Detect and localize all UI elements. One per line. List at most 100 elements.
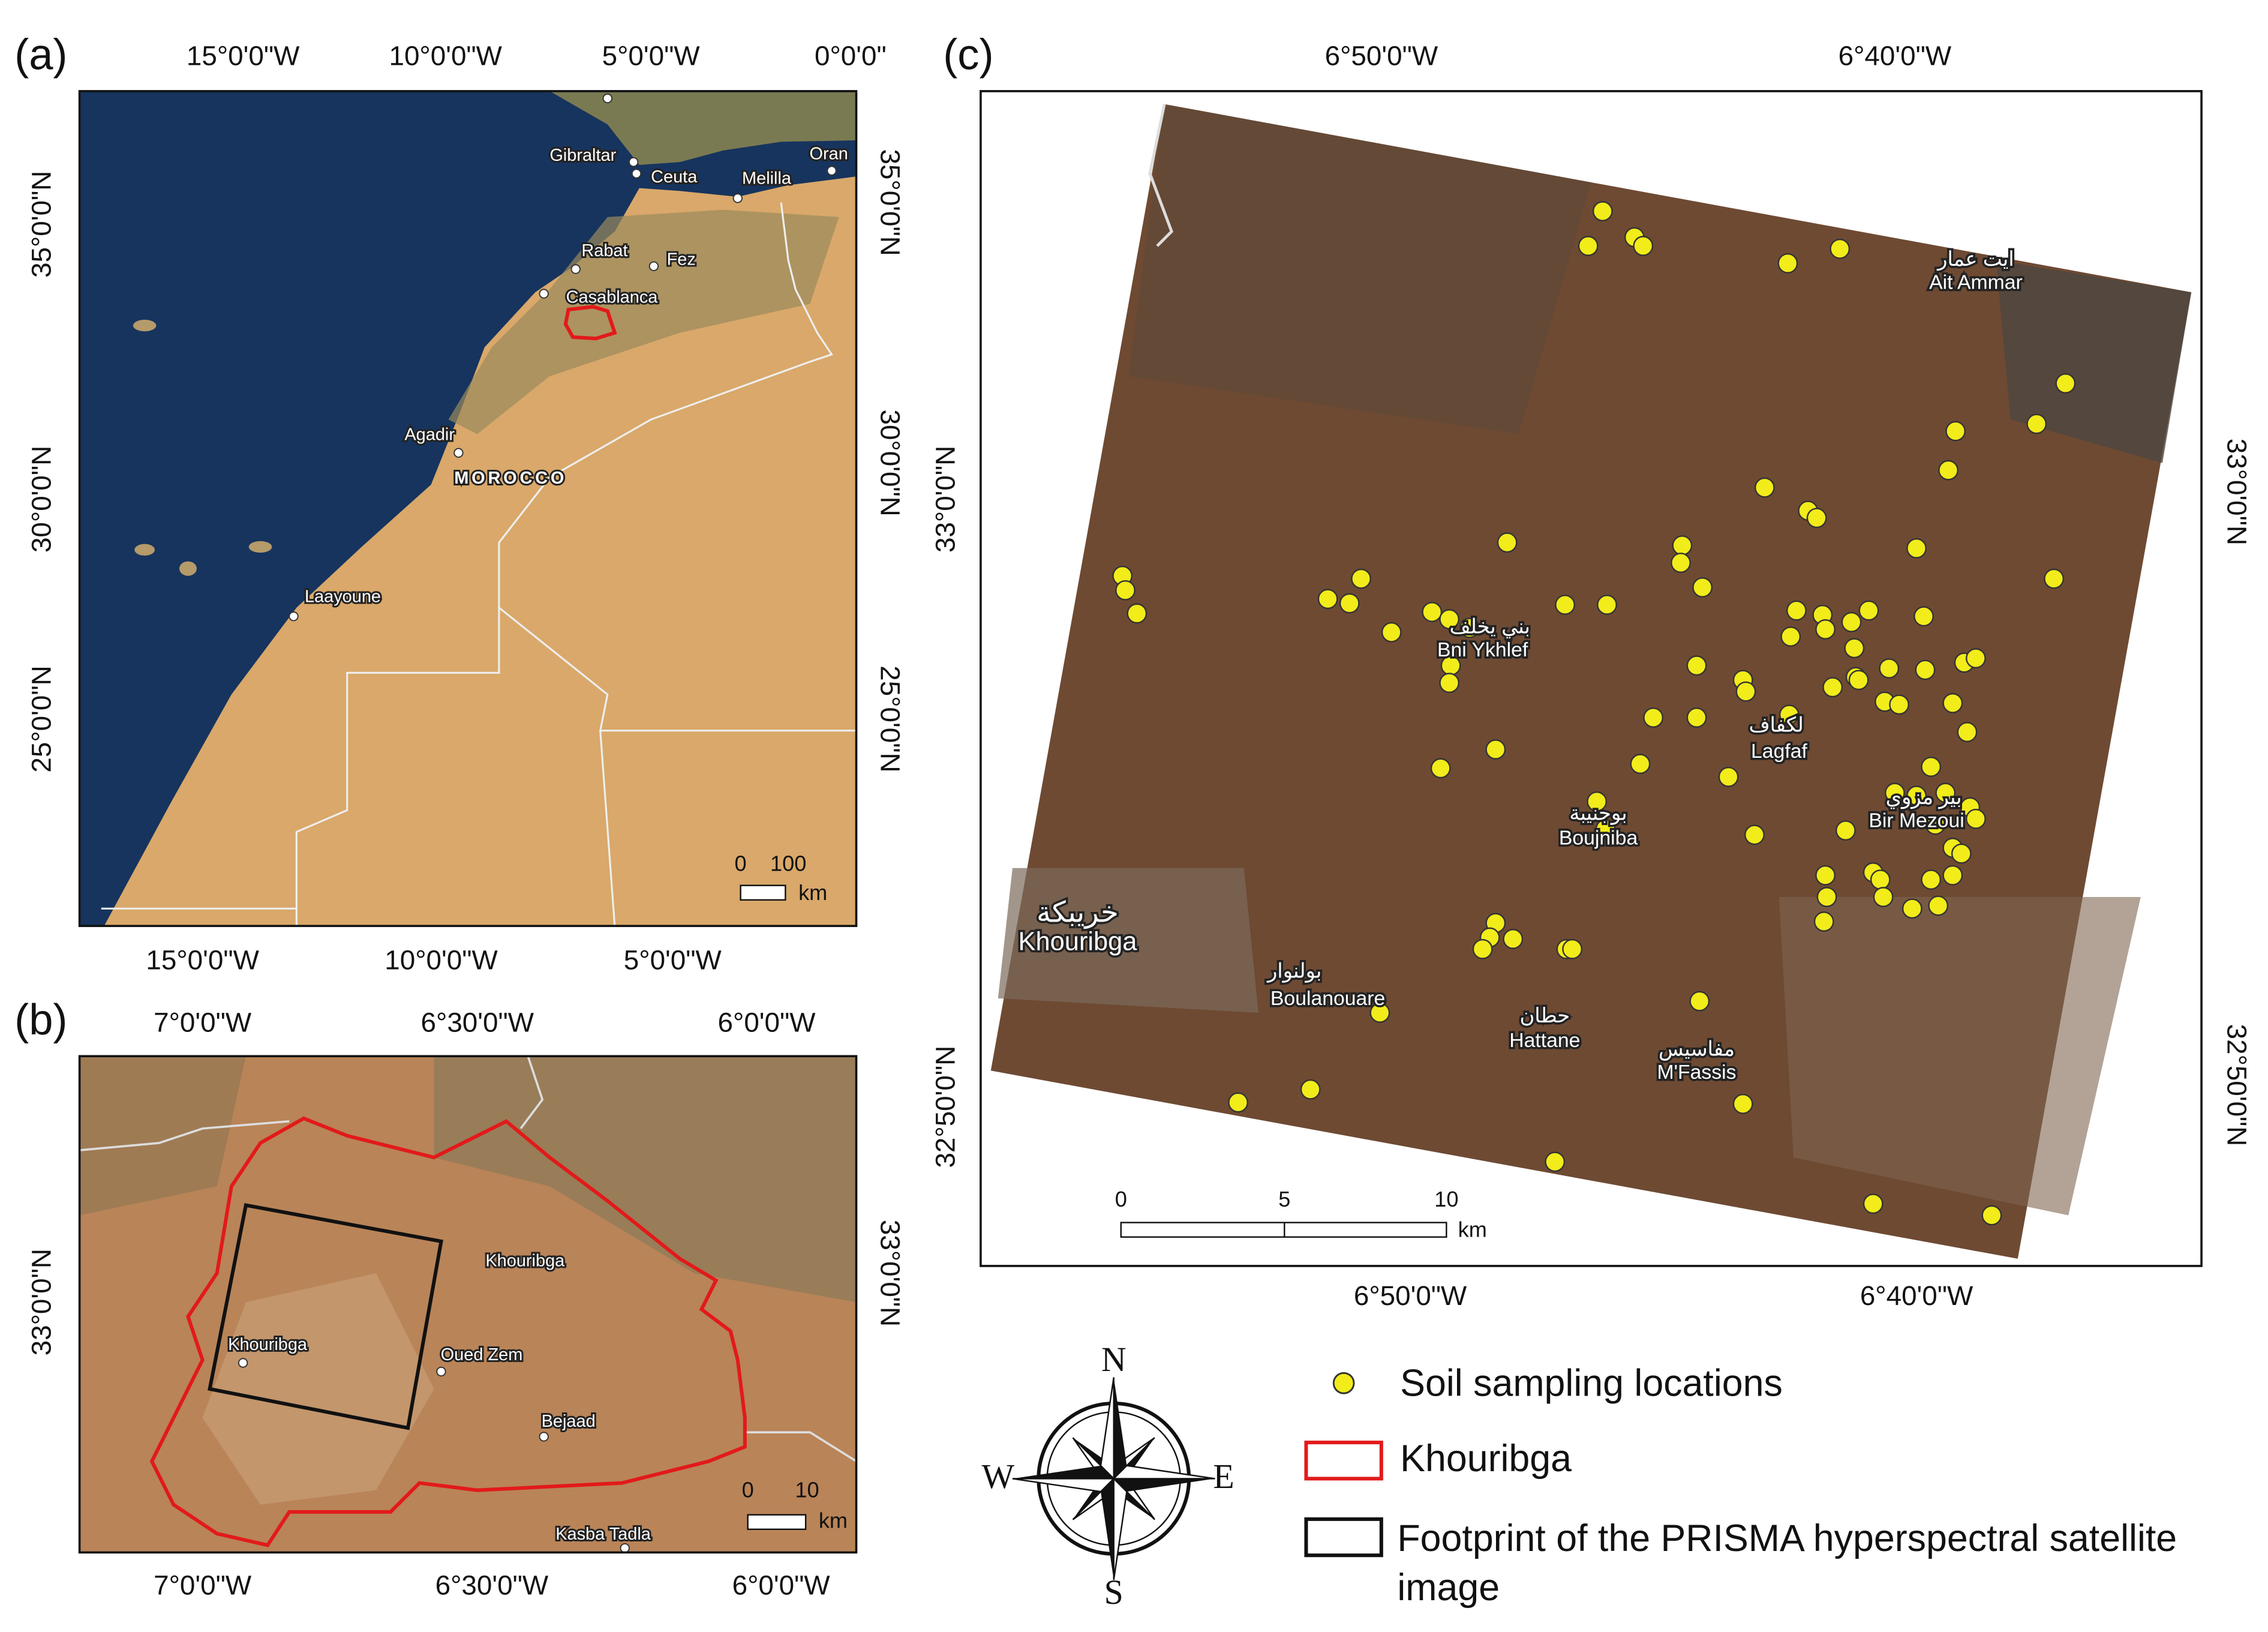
frame <box>78 90 858 928</box>
sampling-point <box>1935 782 1956 803</box>
sampling-point <box>1889 694 1909 715</box>
legend-label: Khouribga <box>1400 1438 1572 1480</box>
tick-label: 6°40'0"W <box>1860 1280 1973 1311</box>
terrain <box>1128 104 1591 434</box>
scale-label: 10 <box>795 1478 819 1502</box>
sampling-point <box>1115 580 1135 601</box>
road <box>1148 104 1173 247</box>
terrain <box>79 1056 246 1216</box>
sampling-point <box>1587 791 1608 812</box>
sampling-point <box>1873 887 1894 907</box>
place-dots <box>238 1358 630 1553</box>
border <box>79 1120 290 1151</box>
tick-label: 35°0'0"N <box>26 171 56 278</box>
sampling-point <box>1879 658 1900 679</box>
island <box>133 319 157 332</box>
sampling-point <box>1369 1003 1390 1023</box>
place-label: Boulanouare <box>1270 987 1385 1010</box>
scale-label: 100 <box>770 851 806 876</box>
place-label: Lagfaf <box>1751 740 1807 763</box>
tick-label: 7°0'0"W <box>154 1007 252 1037</box>
sampling-point <box>1913 606 1934 627</box>
sampling-point <box>1780 626 1801 647</box>
place-label: Bni Ykhlef <box>1437 638 1528 661</box>
sampling-point <box>1816 887 1837 907</box>
khouribga-outline <box>149 1116 747 1547</box>
panel-b: Khouribga Khouribga Oued Zem Bejaad Kasb… <box>14 996 905 1600</box>
border <box>498 607 857 732</box>
africa-land <box>104 176 857 926</box>
sampling-point <box>1503 929 1524 949</box>
tick-label: 33°0'0"N <box>930 446 961 553</box>
sampling-point <box>1735 681 1756 702</box>
place-label: Melilla <box>742 169 792 188</box>
legend-symbol <box>1304 1441 1383 1481</box>
legend-label-box: Footprint of the PRISMA hyperspectral sa… <box>1397 1516 2177 1609</box>
island <box>248 541 272 553</box>
sampling-point <box>1830 238 1851 259</box>
sampling-point <box>1906 538 1927 559</box>
compass <box>1012 1377 1215 1580</box>
sampling-point <box>1815 865 1836 886</box>
tick-label: 6°0'0"W <box>732 1570 831 1600</box>
place-label: Boujniba <box>1559 827 1638 850</box>
compass-label: N <box>1101 1340 1127 1379</box>
tick-label: 0°0'0" <box>815 41 887 71</box>
sampling-point <box>1906 785 1927 806</box>
place-label: حطان <box>1520 1004 1570 1027</box>
sampling-point <box>1718 767 1739 787</box>
place-label: Laayoune <box>305 587 381 607</box>
island <box>134 544 155 556</box>
tick-label: 5°0'0"W <box>624 945 722 976</box>
sampling-point <box>1858 600 1879 621</box>
place-label: لكفاف <box>1749 713 1804 736</box>
sampling-point <box>1966 808 1986 829</box>
terrain <box>1996 260 2192 463</box>
panel-label: (c) <box>943 31 993 79</box>
panel-a: (a) 15°0'0"W 10°0'0"W 5°0'0"W 0°0'0" 15°… <box>14 31 905 976</box>
tick-label: 6°50'0"W <box>1325 41 1438 71</box>
sampling-point <box>1925 814 1946 835</box>
border <box>744 1431 857 1462</box>
sampling-point <box>1754 477 1775 498</box>
sampling-point <box>1555 595 1575 615</box>
sampling-point <box>1592 201 1613 221</box>
scale-label: km <box>798 880 827 905</box>
sampling-point <box>1597 595 1617 615</box>
sampling-point <box>1562 938 1583 959</box>
legend: Soil sampling locations Khouribga Footpr… <box>1304 1363 2177 1609</box>
sampling-point <box>2044 568 2064 589</box>
sampling-point <box>1884 782 1905 803</box>
place-label: Khouribga <box>228 1335 308 1354</box>
place-label: M'Fassis <box>1657 1061 1736 1084</box>
sampling-point <box>1228 1092 1248 1113</box>
place-label: مفاسيس <box>1659 1038 1735 1061</box>
sampling-point <box>1689 991 1710 1012</box>
compass-label: E <box>1213 1457 1234 1496</box>
place-label: Rabat <box>581 241 627 260</box>
tick-label: 25°0'0"N <box>875 665 905 772</box>
prisma-footprint <box>208 1203 443 1430</box>
sampling-point <box>1595 818 1616 839</box>
frame <box>78 1055 858 1554</box>
place-label: Kasba Tadla <box>555 1525 651 1544</box>
border <box>519 1055 544 1129</box>
tick-label: 6°30'0"W <box>435 1570 549 1600</box>
sampling-point <box>1938 460 1958 481</box>
sampling-point <box>1870 869 1891 890</box>
sampling-point <box>1806 508 1827 529</box>
sampling-point <box>1844 638 1865 659</box>
scale-bar <box>740 884 786 901</box>
place-label: Khouribga <box>1019 928 1138 956</box>
legend-label: Footprint of the PRISMA hyperspectral sa… <box>1397 1516 2177 1609</box>
sampling-point <box>1951 843 1972 864</box>
sampling-point <box>1630 754 1651 775</box>
sampling-point <box>1439 609 1460 629</box>
place-label: Khouribga <box>485 1251 565 1270</box>
sampling-point <box>1430 758 1451 779</box>
panel-label: (a) <box>14 31 67 79</box>
scale-bar <box>747 1514 807 1530</box>
sampling-point <box>1351 568 1371 589</box>
sampling-point <box>1545 1151 1566 1172</box>
sampling-point <box>1848 670 1869 691</box>
